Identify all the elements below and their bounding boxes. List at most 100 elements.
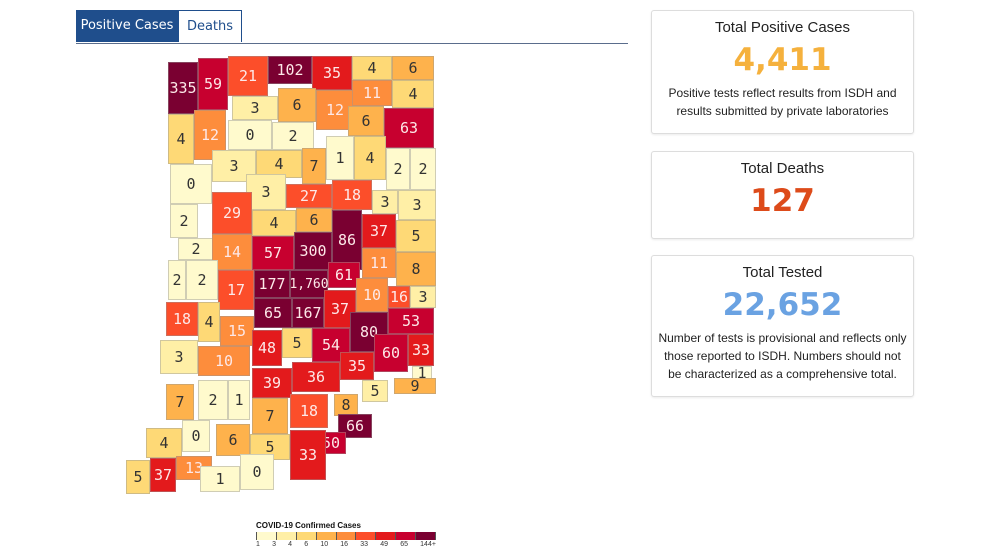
- county-region[interactable]: 0: [228, 120, 272, 150]
- county-region[interactable]: 53: [388, 308, 434, 334]
- county-region[interactable]: 4: [256, 150, 302, 178]
- legend-swatch: [396, 532, 417, 540]
- legend-swatch: [356, 532, 377, 540]
- county-region[interactable]: 6: [216, 424, 250, 456]
- county-region[interactable]: 1,760: [289, 270, 329, 298]
- legend-swatch: [376, 532, 397, 540]
- county-region[interactable]: 2: [272, 122, 314, 150]
- total-deaths-value: 127: [750, 183, 815, 219]
- county-region[interactable]: 6: [348, 106, 384, 136]
- county-region[interactable]: 0: [240, 454, 274, 490]
- legend-tick: 3: [272, 541, 276, 548]
- county-region[interactable]: 37: [150, 458, 176, 492]
- county-region[interactable]: 14: [212, 234, 252, 270]
- county-region[interactable]: 60: [374, 334, 408, 372]
- legend-tick: 10: [320, 541, 329, 548]
- county-region[interactable]: 18: [290, 394, 328, 428]
- map-legend: COVID-19 Confirmed Cases 1 3 4 6 10 16 33 49 65 1…: [256, 521, 437, 548]
- county-region[interactable]: 2: [410, 148, 436, 190]
- county-region[interactable]: 9: [394, 377, 436, 395]
- county-region[interactable]: 4: [146, 428, 182, 458]
- county-region[interactable]: 6: [296, 208, 332, 232]
- county-region[interactable]: 4: [198, 302, 220, 342]
- county-region[interactable]: 3: [410, 286, 436, 308]
- county-region[interactable]: 4: [352, 56, 392, 80]
- county-region[interactable]: 61: [328, 262, 360, 288]
- county-region[interactable]: 2: [386, 148, 410, 190]
- legend-swatch: [416, 532, 437, 540]
- county-region[interactable]: 4: [392, 80, 434, 108]
- county-region[interactable]: 177: [254, 270, 290, 298]
- county-region[interactable]: 0: [182, 420, 210, 452]
- legend-tick: 16: [340, 541, 349, 548]
- county-region[interactable]: 6: [392, 56, 434, 80]
- county-region[interactable]: 3: [398, 190, 436, 220]
- county-region[interactable]: 3: [212, 150, 256, 182]
- county-region[interactable]: 59: [198, 58, 228, 110]
- county-region[interactable]: 102: [268, 56, 312, 84]
- county-region[interactable]: 0: [170, 164, 212, 204]
- county-region[interactable]: 335: [168, 62, 198, 114]
- county-region[interactable]: 15: [220, 316, 254, 346]
- legend-tick: 4: [288, 541, 293, 548]
- county-region[interactable]: 17: [218, 270, 254, 310]
- county-region[interactable]: 5: [396, 220, 436, 252]
- county-region[interactable]: 11: [352, 80, 392, 106]
- county-region[interactable]: 4: [168, 114, 194, 164]
- county-region[interactable]: 8: [334, 394, 358, 416]
- county-region[interactable]: 4: [354, 136, 386, 180]
- tab-deaths[interactable]: Deaths: [178, 10, 242, 42]
- county-region[interactable]: 2: [186, 260, 218, 300]
- county-region[interactable]: 2: [170, 204, 198, 238]
- county-region[interactable]: 63: [384, 108, 434, 148]
- county-region[interactable]: 1: [200, 466, 240, 492]
- county-region[interactable]: 5: [126, 460, 150, 494]
- county-region[interactable]: 1: [326, 136, 354, 180]
- county-region[interactable]: 18: [332, 180, 372, 210]
- indiana-county-map: 335 59 21 102 35 4 6 3 6 12 11 4 4 12 0 2 6 63 3 4 7 1 4 2 2 0 3 27…: [126, 56, 436, 494]
- county-region[interactable]: 21: [228, 56, 268, 96]
- county-region[interactable]: 33: [290, 430, 326, 480]
- county-region[interactable]: 300: [294, 232, 332, 270]
- county-region[interactable]: 39: [252, 368, 292, 398]
- county-region[interactable]: 86: [332, 210, 362, 270]
- county-region[interactable]: 36: [292, 362, 340, 392]
- county-region[interactable]: 33: [408, 334, 434, 366]
- county-region[interactable]: 8: [396, 252, 436, 286]
- county-region[interactable]: 35: [312, 56, 352, 90]
- county-region[interactable]: 10: [356, 278, 388, 312]
- county-region[interactable]: 57: [252, 236, 294, 270]
- county-region[interactable]: 16: [388, 286, 410, 308]
- county-region[interactable]: 5: [362, 380, 388, 402]
- county-region[interactable]: 27: [286, 184, 332, 208]
- county-region[interactable]: 48: [252, 330, 282, 366]
- county-region[interactable]: 12: [316, 90, 354, 130]
- tab-positive-cases[interactable]: Positive Cases: [76, 10, 178, 42]
- county-region[interactable]: 7: [302, 148, 326, 184]
- county-region[interactable]: 65: [254, 298, 292, 328]
- county-region[interactable]: 6: [278, 88, 316, 122]
- county-region[interactable]: 167: [292, 298, 324, 328]
- county-region[interactable]: 2: [178, 238, 214, 260]
- county-region[interactable]: 3: [372, 190, 398, 214]
- county-region[interactable]: 18: [166, 302, 198, 336]
- legend-swatch: [257, 532, 277, 540]
- county-region[interactable]: 2: [168, 260, 186, 300]
- legend-tick: 65: [400, 541, 408, 548]
- county-region[interactable]: 4: [252, 210, 296, 236]
- county-region[interactable]: 11: [362, 248, 396, 278]
- legend-title: COVID-19 Confirmed Cases: [256, 521, 361, 530]
- county-region[interactable]: 5: [282, 328, 312, 358]
- county-region[interactable]: 2: [198, 380, 228, 420]
- total-tested-description: Number of tests is provisional and refle…: [658, 331, 907, 381]
- county-region[interactable]: 3: [160, 340, 198, 374]
- county-region[interactable]: 37: [362, 214, 396, 248]
- county-region[interactable]: 29: [212, 192, 252, 234]
- county-region[interactable]: 3: [246, 174, 286, 210]
- county-region[interactable]: 7: [166, 384, 194, 420]
- county-region[interactable]: 1: [228, 380, 250, 420]
- county-region[interactable]: 10: [198, 346, 250, 376]
- county-region[interactable]: 3: [232, 96, 278, 120]
- county-region[interactable]: 35: [340, 352, 374, 380]
- county-region[interactable]: 7: [252, 398, 288, 434]
